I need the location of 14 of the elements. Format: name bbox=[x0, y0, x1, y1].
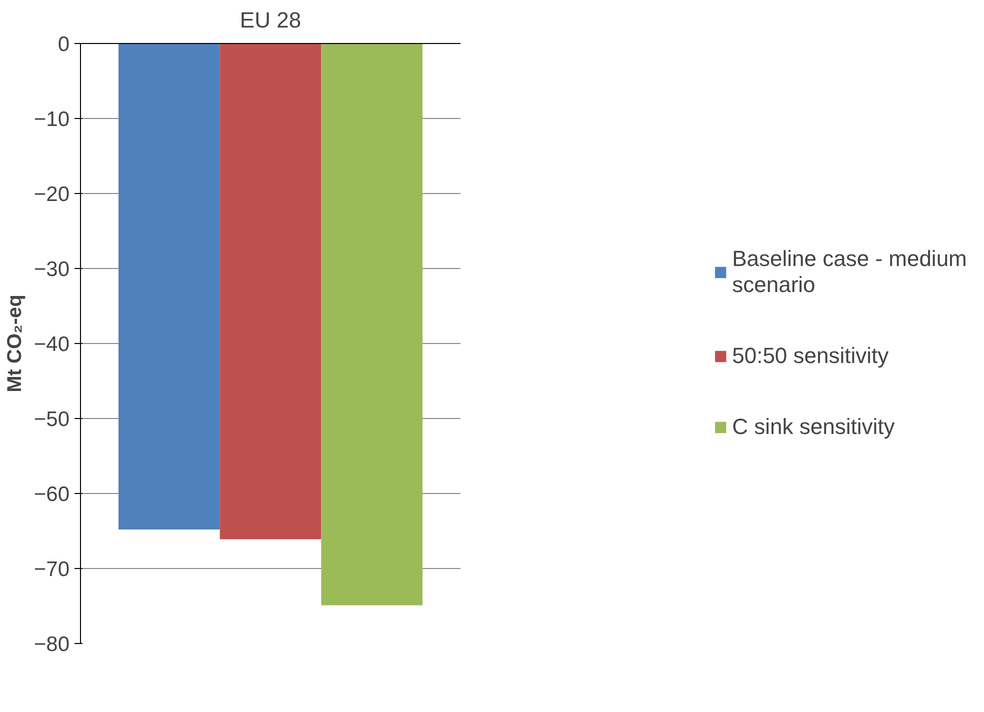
y-tick-label: −70 bbox=[34, 558, 70, 581]
legend-label: Baseline case - medium scenario bbox=[732, 246, 967, 298]
y-tick-label: −80 bbox=[34, 633, 70, 656]
y-tick-label: −50 bbox=[34, 408, 70, 431]
y-tick-label: −40 bbox=[34, 333, 70, 356]
y-tick-label: −10 bbox=[34, 108, 70, 131]
legend-label: C sink sensitivity bbox=[732, 414, 895, 440]
y-tick-label: 0 bbox=[58, 33, 70, 56]
y-tick-label: −20 bbox=[34, 183, 70, 206]
y-tick-label: −60 bbox=[34, 483, 70, 506]
y-axis-title: Mt CO₂-eq bbox=[4, 294, 26, 392]
legend-label: 50:50 sensitivity bbox=[732, 343, 889, 369]
y-tick-label: −30 bbox=[34, 258, 70, 281]
chart-title: EU 28 bbox=[240, 8, 302, 32]
